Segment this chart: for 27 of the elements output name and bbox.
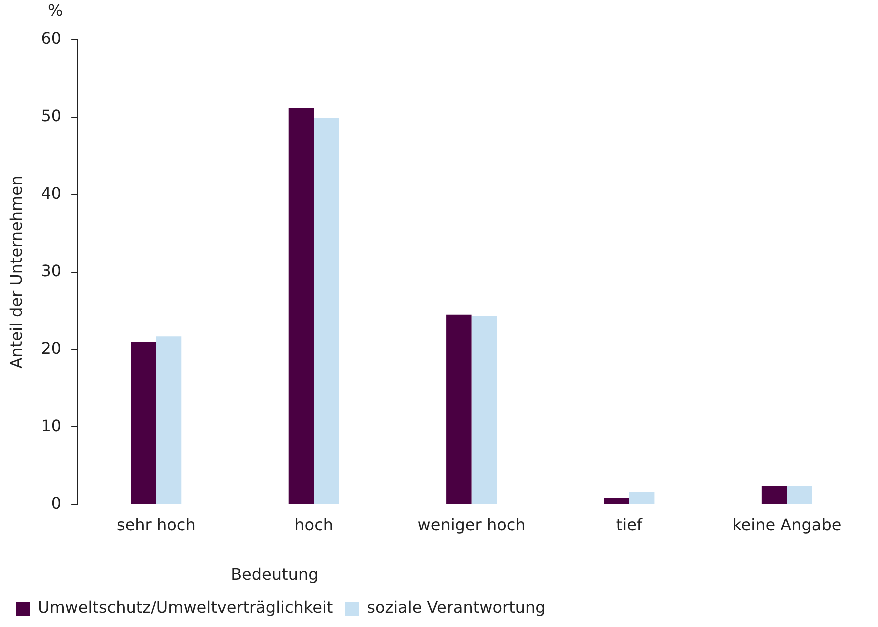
y-tick-label: 60: [41, 29, 62, 48]
x-tick-label: keine Angabe: [732, 515, 842, 534]
x-tick-label: sehr hoch: [116, 515, 196, 534]
y-tick-label: 30: [41, 261, 62, 280]
legend-title: Bedeutung: [231, 564, 319, 584]
y-tick-label: 50: [41, 106, 62, 126]
bar: [762, 486, 788, 504]
bar: [446, 314, 472, 504]
bar: [629, 492, 655, 504]
text: %: [48, 1, 64, 20]
y-tick-label: 0: [51, 494, 62, 513]
bar: [472, 316, 498, 504]
y-tick-label: 10: [41, 416, 62, 436]
legend-label: Umweltschutz/Umweltverträglichkeit: [38, 598, 334, 618]
bar: [314, 118, 340, 504]
bar: [288, 108, 314, 504]
x-tick-label: tief: [616, 515, 643, 534]
x-tick-label: weniger hoch: [418, 515, 526, 534]
legend-label: soziale Verantwortung: [367, 598, 546, 618]
bar: [131, 342, 156, 504]
bar: [156, 336, 182, 504]
y-tick-label: 40: [41, 184, 62, 204]
bar: [604, 498, 630, 504]
y-axis-title: Anteil der Unternehmen: [6, 176, 26, 369]
bar: [787, 486, 812, 504]
x-tick-label: hoch: [294, 515, 334, 534]
y-tick-label: 20: [41, 338, 62, 358]
